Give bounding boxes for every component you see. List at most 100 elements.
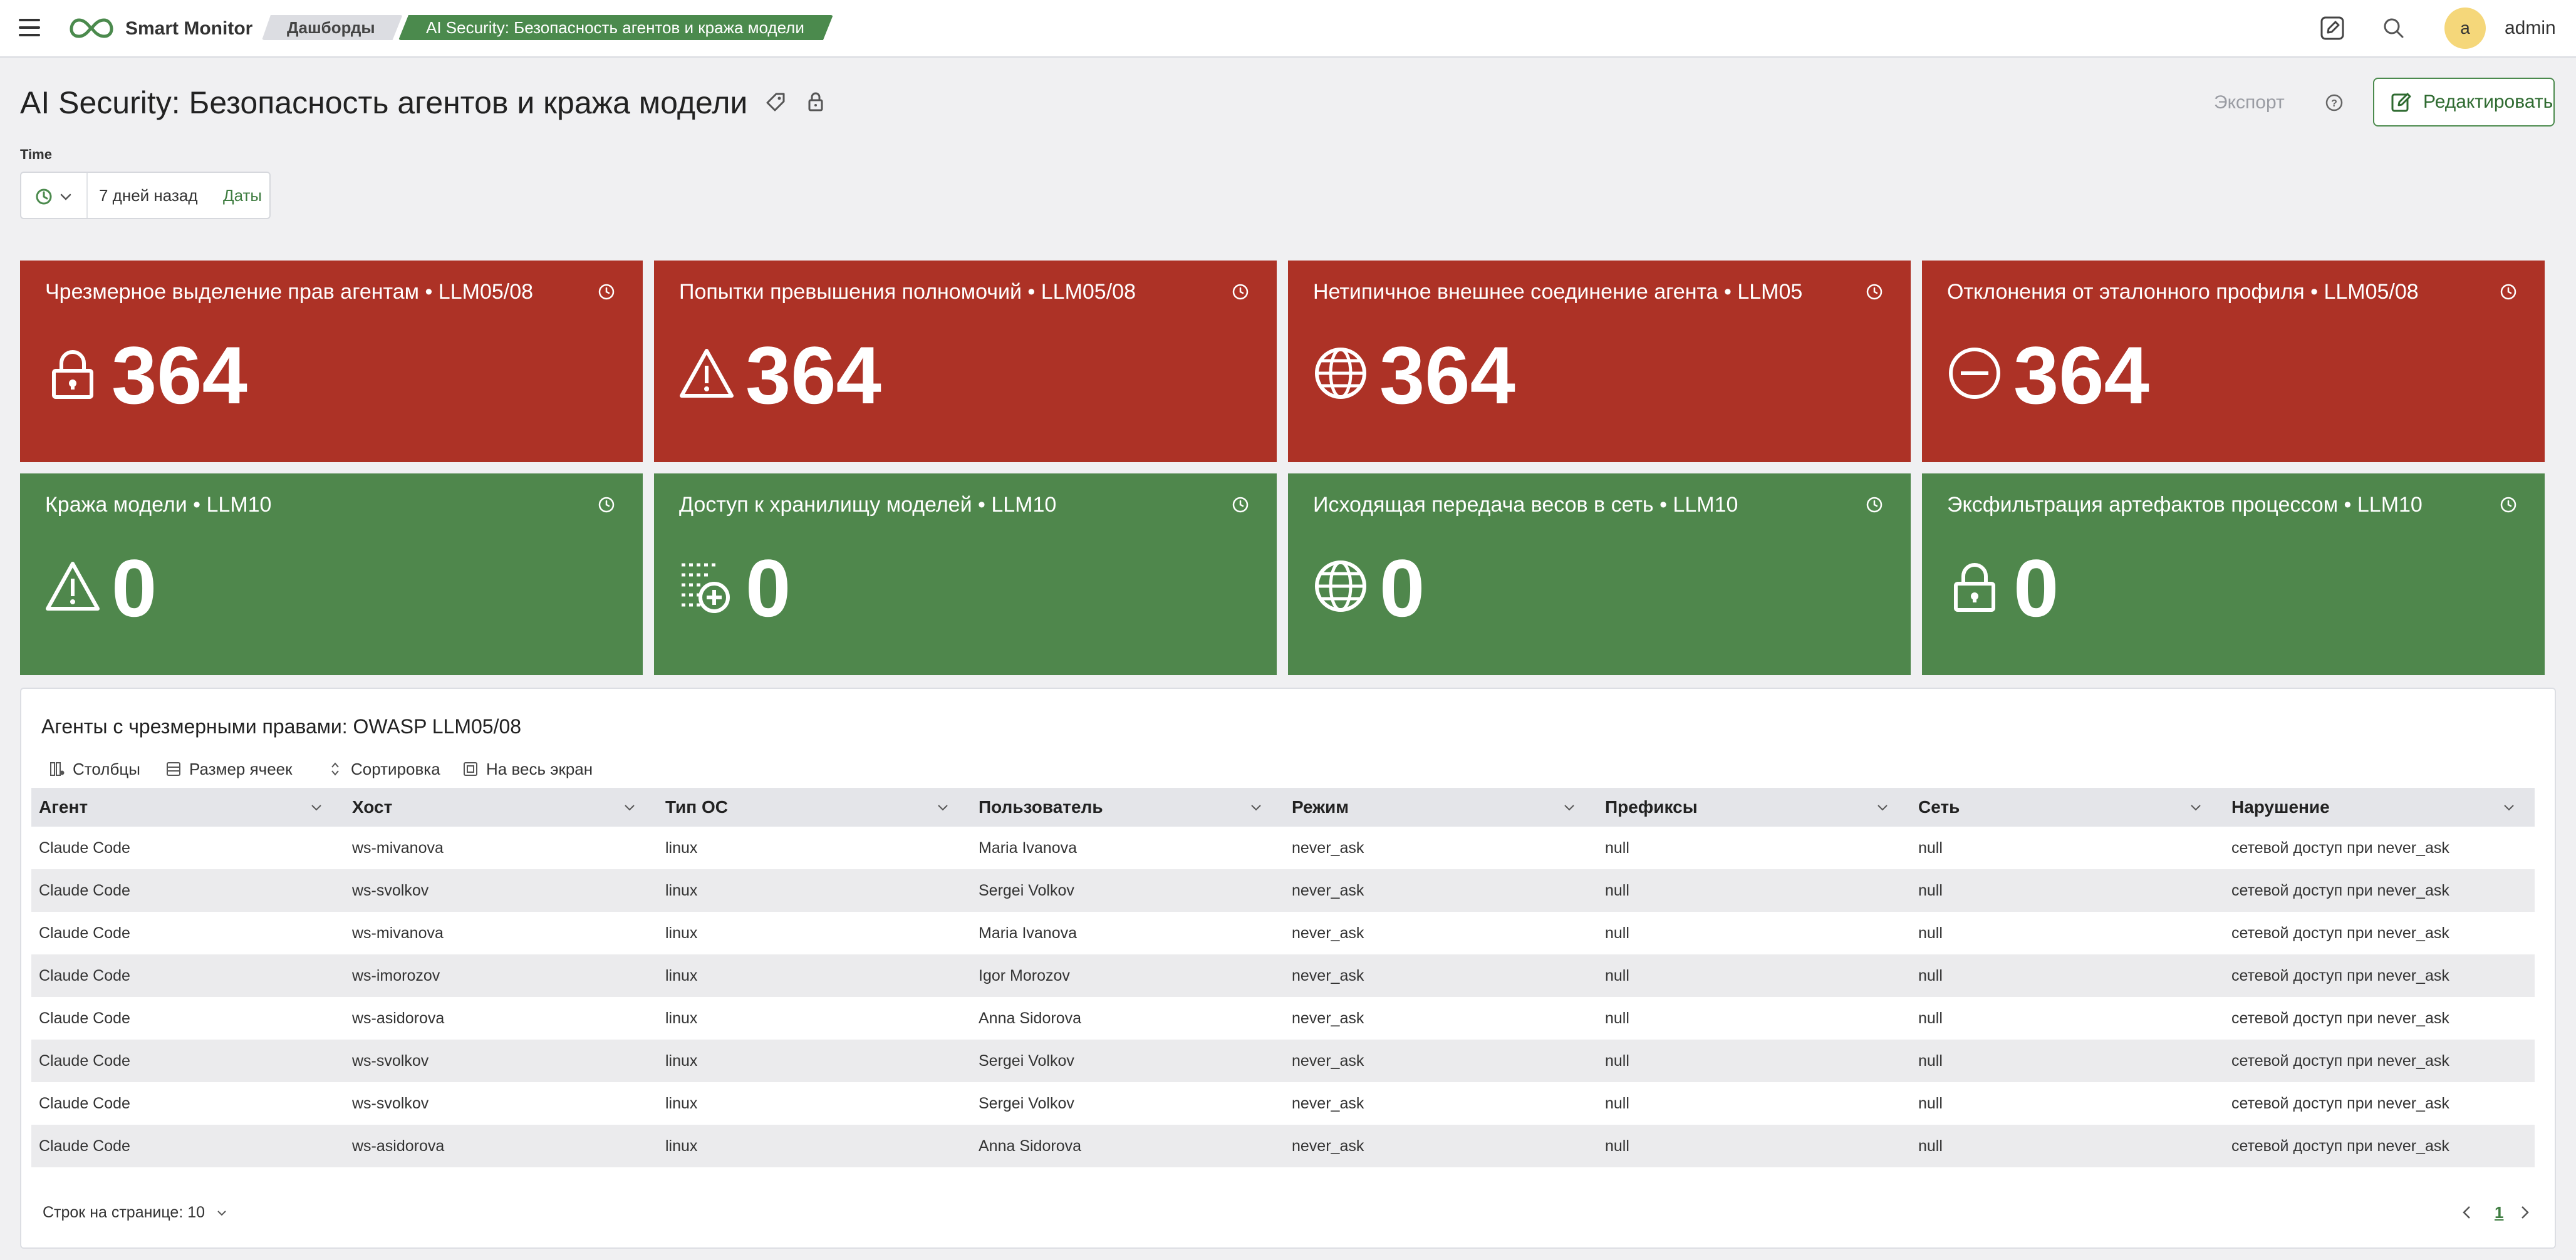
chevron-down-icon[interactable] xyxy=(1876,800,1889,814)
table-cell: linux xyxy=(665,967,698,984)
table-cell: linux xyxy=(665,882,698,899)
column-header[interactable]: Хост xyxy=(345,788,655,827)
chevron-down-icon[interactable] xyxy=(936,800,950,814)
clock-icon[interactable] xyxy=(2498,495,2518,515)
page-number[interactable]: 1 xyxy=(2495,1203,2504,1222)
kpi-card[interactable]: Чрезмерное выделение прав агентам • LLM0… xyxy=(20,261,643,462)
cell-size-label: Размер ячеек xyxy=(189,760,293,778)
table-cell: null xyxy=(1605,967,1629,984)
kpi-card-title: Эксфильтрация артефактов процессом • LLM… xyxy=(1947,493,2423,517)
table-row[interactable]: Claude Code ws-svolkov linux Sergei Volkov n… xyxy=(31,869,2535,912)
breadcrumb-dashboards[interactable]: Дашборды xyxy=(262,15,403,40)
lock-icon xyxy=(52,350,93,399)
kpi-card-value: 0 xyxy=(112,542,157,634)
table-row[interactable]: Claude Code ws-svolkov linux Sergei Volkov n… xyxy=(31,1082,2535,1125)
table-cell: Sergei Volkov xyxy=(979,882,1074,899)
table-cell: never_ask xyxy=(1292,1137,1364,1155)
chevron-right-icon[interactable] xyxy=(2516,1204,2533,1221)
kpi-card[interactable]: Исходящая передача весов в сеть • LLM10 0 xyxy=(1288,473,1911,675)
clock-icon[interactable] xyxy=(1230,495,1250,515)
columns-button[interactable]: Столбцы xyxy=(49,757,140,782)
pagination: 1 xyxy=(2458,1200,2533,1225)
data-grid: Агент Хост Тип ОС Пользователь Режим Префиксы… xyxy=(31,788,2535,1167)
cell-size-button[interactable]: Размер ячеек xyxy=(165,757,293,782)
clock-icon[interactable] xyxy=(33,185,55,208)
table-header: Агент Хост Тип ОС Пользователь Режим Префиксы… xyxy=(31,788,2535,827)
menu-icon[interactable] xyxy=(19,19,40,36)
edit-note-icon[interactable] xyxy=(2319,15,2345,41)
tag-icon[interactable] xyxy=(765,91,786,113)
table-cell: null xyxy=(1918,1095,1943,1112)
rows-per-page-select[interactable]: Строк на странице: 10 xyxy=(43,1200,228,1225)
sort-icon xyxy=(331,762,339,776)
table-cell: never_ask xyxy=(1292,1010,1364,1027)
table-cell: null xyxy=(1605,1137,1629,1155)
table-cell: ws-mivanova xyxy=(352,924,444,942)
table-row[interactable]: Claude Code ws-mivanova linux Maria Ivanova… xyxy=(31,912,2535,954)
column-header[interactable]: Сеть xyxy=(1911,788,2221,827)
chevron-down-icon[interactable] xyxy=(2189,800,2203,814)
avatar[interactable]: a xyxy=(2444,8,2486,49)
kpi-card[interactable]: Доступ к хранилищу моделей • LLM10 0 xyxy=(654,473,1277,675)
chevron-down-icon[interactable] xyxy=(58,189,74,205)
time-range-value[interactable]: 7 дней назад xyxy=(99,186,198,205)
clock-icon[interactable] xyxy=(1864,495,1884,515)
column-header[interactable]: Нарушение xyxy=(2224,788,2535,827)
table-cell: сетевой доступ при never_ask xyxy=(2231,1095,2449,1112)
table-row[interactable]: Claude Code ws-imorozov linux Igor Morozov n… xyxy=(31,954,2535,997)
breadcrumb-current[interactable]: AI Security: Безопасность агентов и краж… xyxy=(398,15,833,40)
sort-button[interactable]: Сортировка xyxy=(327,757,440,782)
time-picker[interactable]: 7 дней назад Даты xyxy=(20,172,271,219)
chevron-down-icon[interactable] xyxy=(309,800,323,814)
export-button[interactable]: Экспорт xyxy=(2214,92,2285,113)
kpi-card[interactable]: Кража модели • LLM10 0 xyxy=(20,473,643,675)
help-icon[interactable]: ? xyxy=(2323,91,2345,114)
clock-icon[interactable] xyxy=(1230,282,1250,302)
rows-per-page-label: Строк на странице: 10 xyxy=(43,1204,205,1221)
table-cell: Sergei Volkov xyxy=(979,1095,1074,1112)
table-cell: never_ask xyxy=(1292,1052,1364,1070)
panel-title: Агенты с чрезмерными правами: OWASP LLM0… xyxy=(41,715,522,738)
kpi-card-value: 0 xyxy=(745,542,791,634)
table-cell: linux xyxy=(665,1010,698,1027)
clock-icon[interactable] xyxy=(2498,282,2518,302)
search-icon[interactable] xyxy=(2381,15,2407,41)
table-row[interactable]: Claude Code ws-svolkov linux Sergei Volkov n… xyxy=(31,1040,2535,1082)
table-cell: Claude Code xyxy=(39,967,130,984)
chevron-down-icon[interactable] xyxy=(623,800,636,814)
kpi-card-title: Доступ к хранилищу моделей • LLM10 xyxy=(679,493,1057,517)
minus-circle-icon xyxy=(1949,348,2000,399)
chevron-down-icon[interactable] xyxy=(1249,800,1263,814)
chevron-down-icon[interactable] xyxy=(2502,800,2516,814)
clock-icon[interactable] xyxy=(596,282,616,302)
column-header-label: Режим xyxy=(1292,797,1349,817)
column-header[interactable]: Режим xyxy=(1284,788,1595,827)
dates-link[interactable]: Даты xyxy=(223,186,262,205)
kpi-card[interactable]: Эксфильтрация артефактов процессом • LLM… xyxy=(1922,473,2545,675)
app-name[interactable]: Smart Monitor xyxy=(125,18,253,39)
table-cell: ws-svolkov xyxy=(352,882,429,899)
table-panel: Агенты с чрезмерными правами: OWASP LLM0… xyxy=(20,688,2556,1249)
column-header[interactable]: Пользователь xyxy=(971,788,1282,827)
kpi-card[interactable]: Отклонения от эталонного профиля • LLM05… xyxy=(1922,261,2545,462)
fullscreen-button[interactable]: На весь экран xyxy=(462,757,593,782)
table-row[interactable]: Claude Code ws-mivanova linux Maria Ivanova… xyxy=(31,827,2535,869)
table-row[interactable]: Claude Code ws-asidorova linux Anna Sidorov… xyxy=(31,997,2535,1040)
table-row[interactable]: Claude Code ws-asidorova linux Anna Sidorov… xyxy=(31,1125,2535,1167)
kpi-card[interactable]: Нетипичное внешнее соединение агента • L… xyxy=(1288,261,1911,462)
lock-icon[interactable] xyxy=(805,91,826,113)
column-header[interactable]: Префиксы xyxy=(1597,788,1908,827)
chevron-left-icon[interactable] xyxy=(2458,1204,2476,1221)
username[interactable]: admin xyxy=(2505,18,2556,38)
clock-icon[interactable] xyxy=(1864,282,1884,302)
column-header[interactable]: Агент xyxy=(31,788,342,827)
table-cell: сетевой доступ при never_ask xyxy=(2231,882,2449,899)
table-cell: never_ask xyxy=(1292,882,1364,899)
edit-button[interactable]: Редактировать xyxy=(2373,78,2555,127)
kpi-card[interactable]: Попытки превышения полномочий • LLM05/08… xyxy=(654,261,1277,462)
column-header[interactable]: Тип ОС xyxy=(658,788,969,827)
table-cell: null xyxy=(1605,1010,1629,1027)
column-header-label: Нарушение xyxy=(2231,797,2330,817)
chevron-down-icon[interactable] xyxy=(1562,800,1576,814)
clock-icon[interactable] xyxy=(596,495,616,515)
